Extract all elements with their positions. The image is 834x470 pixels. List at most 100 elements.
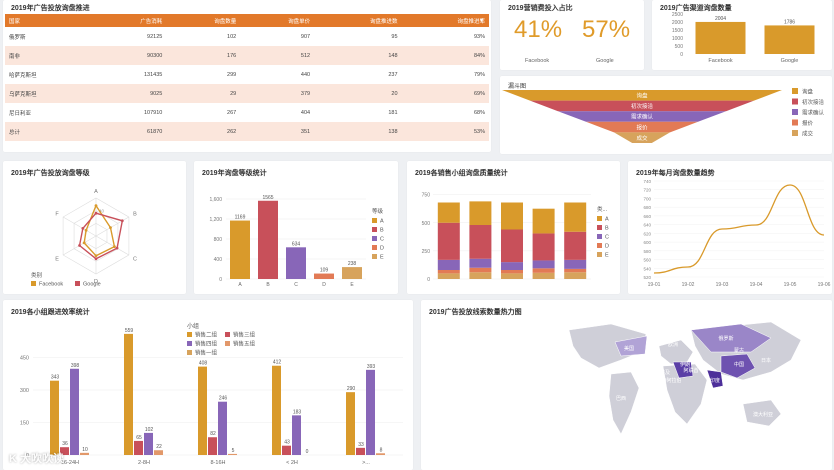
- grade-x-label: E: [350, 282, 354, 288]
- legend-swatch: [372, 245, 377, 250]
- table-row: 总计 61870 262 351 138 53%: [5, 122, 489, 141]
- heatmap-title: 2019广告投放线索数量热力图: [429, 309, 522, 316]
- grade-bar: [314, 273, 334, 279]
- funnel-stage: [586, 121, 698, 133]
- legend-label: D: [380, 246, 384, 252]
- channel-title: 2019广告渠道询盘数量: [660, 5, 732, 12]
- stacked-bar-segment: [532, 260, 555, 269]
- efficiency-title: 2019各小组跟进效率统计: [11, 309, 90, 316]
- efficiency-bar-value: 10: [82, 447, 88, 453]
- legend-swatch: [187, 341, 192, 346]
- trend-line-chart: 740 720 700 680 660 640 620 600 580 560 540 520 19-0…: [643, 179, 830, 288]
- radar-point: [82, 241, 86, 245]
- legend-swatch: [372, 227, 377, 232]
- usa-region: [614, 335, 648, 357]
- stacked-bar-segment: [437, 259, 460, 270]
- funnel-panel: 漏斗图 询盘 初次接洽 需求确认 报价 成交 询盘 初次接洽 需求确认 报价 成交: [500, 76, 832, 154]
- radar-point: [94, 211, 98, 215]
- table-header-cell[interactable]: 询盘单价: [240, 14, 315, 27]
- x-tick-label: 19-03: [716, 282, 729, 288]
- stacked-bar-segment: [501, 262, 523, 270]
- trend-line: [653, 184, 825, 274]
- inquiry-table: 国家 广告消耗 询盘数量 询盘单价 询盘推进数 询盘推进率 俄罗斯 92125 102 907 9…: [5, 14, 489, 141]
- radar-axis-label: F: [55, 212, 59, 218]
- grade-x-label: C: [294, 282, 298, 288]
- map-country-label: 伊朗: [680, 361, 690, 368]
- funnel-stage-label: 初次接洽: [631, 102, 654, 110]
- efficiency-bar: [198, 366, 207, 455]
- radar-axis-label: B: [133, 212, 137, 218]
- radar-axis-label: E: [55, 257, 59, 263]
- grade-x-label: A: [238, 282, 242, 288]
- map-country-label: 南非: [662, 421, 672, 428]
- map-country-label: 美国: [624, 345, 634, 352]
- radar-axis-label: A: [94, 189, 98, 195]
- table-cell: 哈萨克斯坦: [9, 72, 37, 79]
- table-cell: 299: [227, 71, 237, 78]
- table-header-cell[interactable]: 询盘推进数: [314, 14, 402, 27]
- sort-icon[interactable]: ▼: [479, 18, 484, 24]
- legend-swatch: [372, 218, 377, 223]
- y-tick-label: 500: [422, 221, 431, 227]
- table-cell: 512: [240, 46, 315, 65]
- radar-axis-label: C: [133, 257, 137, 263]
- y-tick-label: 660: [643, 214, 651, 219]
- y-tick-label: 300: [20, 388, 29, 394]
- y-tick-label: 540: [643, 266, 651, 271]
- channel-bar-value: 2004: [715, 16, 726, 22]
- table-cell: 29: [166, 84, 241, 103]
- map-country-label: 中国: [734, 361, 744, 368]
- legend-swatch: [597, 252, 602, 257]
- efficiency-bar-value: 559: [125, 328, 134, 334]
- funnel-stage-label: 报价: [636, 123, 648, 131]
- y-tick-label: 680: [643, 205, 651, 210]
- table-cell: 237: [388, 71, 398, 78]
- table-row: 乌萨克斯坦 9025 29 379 20 69%: [5, 84, 489, 103]
- efficiency-bar: [228, 453, 237, 455]
- legend-swatch: [597, 225, 602, 230]
- stacked-bar-segment: [501, 229, 523, 263]
- quality-title: 2019各销售小组询盘质量统计: [415, 170, 508, 177]
- table-header-cell[interactable]: 广告消耗: [92, 14, 167, 27]
- radar-point: [120, 219, 124, 223]
- x-tick-label: >...: [362, 460, 370, 466]
- efficiency-bar: [366, 369, 375, 455]
- table-cell: 84%: [401, 46, 489, 65]
- stacked-bar-segment: [469, 272, 492, 279]
- stacked-bar-segment: [564, 259, 587, 269]
- radar-series-line: [78, 212, 124, 260]
- y-tick-label: 1000: [672, 36, 683, 42]
- grade-bar: [258, 200, 278, 279]
- legend-title: 小组: [187, 322, 199, 330]
- legend-title: 类...: [597, 205, 608, 213]
- legend-label: Facebook: [39, 282, 63, 288]
- table-header-cell[interactable]: 询盘推进率: [401, 14, 489, 27]
- efficiency-bar-value: 0: [306, 449, 309, 455]
- legend-label: D: [605, 244, 609, 250]
- australia-shape: [742, 399, 782, 427]
- y-tick-label: 2500: [672, 12, 683, 18]
- legend-swatch: [792, 98, 798, 105]
- efficiency-bar: [154, 450, 163, 455]
- legend-label: E: [605, 253, 609, 259]
- y-tick-label: 800: [214, 237, 223, 243]
- stacked-bar-segment: [469, 267, 492, 273]
- legend-swatch: [597, 216, 602, 221]
- y-tick-label: 0: [26, 453, 29, 459]
- y-tick-label: 750: [422, 193, 431, 199]
- efficiency-bar: [282, 445, 291, 455]
- table-header-cell[interactable]: 国家: [5, 14, 93, 27]
- efficiency-bar-value: 102: [145, 427, 154, 433]
- funnel-stage-label: 需求确认: [631, 113, 654, 121]
- grade-x-label: B: [266, 282, 270, 288]
- africa-shape: [662, 363, 708, 425]
- table-cell: 131435: [143, 71, 163, 78]
- table-cell: 148: [314, 46, 402, 65]
- radar-point: [113, 245, 116, 249]
- radar-point: [94, 257, 98, 261]
- table-header-cell[interactable]: 询盘数量: [166, 14, 241, 27]
- inquiry-table-panel: 2019年广告投放询盘推进 国家 广告消耗 询盘数量 询盘单价 询盘推进数 询盘推进率 俄…: [3, 0, 491, 152]
